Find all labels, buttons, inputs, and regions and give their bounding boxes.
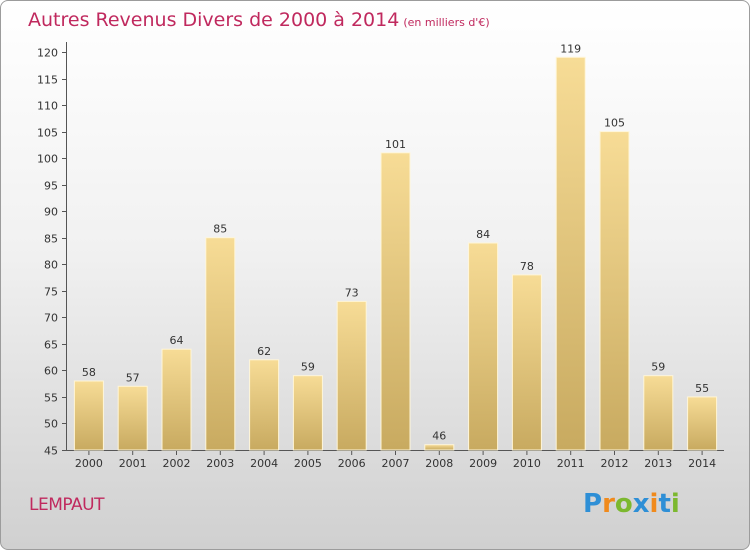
chart-title: Autres Revenus Divers de 2000 à 2014 (en …: [28, 9, 490, 31]
bar-value-label: 78: [520, 260, 534, 273]
bar-value-label: 105: [604, 117, 625, 130]
y-tick-label: 45: [44, 445, 58, 458]
bar: [555, 56, 586, 451]
bar: [687, 396, 718, 451]
bar: [292, 375, 323, 451]
bar-value-label: 59: [301, 361, 315, 374]
y-tick-label: 120: [37, 47, 58, 60]
bar-value-label: 85: [213, 223, 227, 236]
bar-value-label: 55: [695, 382, 709, 395]
logo-letter: x: [632, 489, 650, 519]
x-tick-label: 2002: [163, 457, 191, 470]
x-tick-label: 2014: [688, 457, 716, 470]
logo-letter: i: [649, 489, 659, 519]
bar-value-label: 57: [126, 371, 140, 384]
bar: [117, 385, 148, 451]
bar: [643, 375, 674, 451]
y-tick-label: 55: [44, 392, 58, 405]
logo-letter: i: [670, 489, 680, 519]
bar-value-label: 84: [476, 228, 490, 241]
x-tick-label: 2007: [382, 457, 410, 470]
x-tick-label: 2008: [425, 457, 453, 470]
chart-title-unit: (en milliers d'€): [403, 16, 490, 29]
bar: [380, 152, 411, 451]
x-tick-label: 2006: [338, 457, 366, 470]
x-tick-label: 2010: [513, 457, 541, 470]
chart-title-main: Autres Revenus Divers de 2000 à 2014: [28, 9, 400, 31]
bar-value-label: 119: [560, 42, 581, 55]
bar: [511, 274, 542, 451]
bar-value-label: 58: [82, 366, 96, 379]
bar-value-label: 46: [432, 430, 446, 443]
logo-letter: P: [583, 489, 603, 519]
y-tick-label: 100: [37, 153, 58, 166]
bar: [468, 242, 499, 451]
y-tick-label: 110: [37, 100, 58, 113]
y-tick-label: 50: [44, 418, 58, 431]
bar-value-label: 73: [345, 286, 359, 299]
bar: [336, 300, 367, 451]
y-tick-label: 75: [44, 286, 58, 299]
bar: [249, 359, 280, 451]
commune-name: LEMPAUT: [29, 495, 105, 515]
x-tick-label: 2011: [557, 457, 585, 470]
y-tick-label: 65: [44, 339, 58, 352]
bar-value-label: 62: [257, 345, 271, 358]
x-tick-label: 2000: [75, 457, 103, 470]
bar: [599, 131, 630, 451]
x-tick-label: 2005: [294, 457, 322, 470]
bar-value-label: 101: [385, 138, 406, 151]
logo-letter: o: [614, 489, 633, 519]
x-tick-label: 2013: [644, 457, 672, 470]
y-tick-label: 60: [44, 365, 58, 378]
bar: [424, 444, 455, 451]
y-tick-label: 115: [37, 74, 58, 87]
bar: [205, 237, 236, 451]
logo-letter: r: [602, 489, 615, 519]
x-tick-label: 2009: [469, 457, 497, 470]
y-tick-label: 85: [44, 233, 58, 246]
logo-letter: t: [658, 489, 671, 519]
proxiti-logo: Proxiti: [583, 489, 680, 519]
bar: [161, 348, 192, 451]
bar: [73, 380, 104, 451]
y-tick-label: 80: [44, 259, 58, 272]
bar-value-label: 59: [651, 361, 665, 374]
x-tick-label: 2001: [119, 457, 147, 470]
x-tick-label: 2012: [601, 457, 629, 470]
y-tick-label: 70: [44, 312, 58, 325]
bar-chart: 45 50 55 60 65 70 75 80 85 90 95 100 105 110 115 120 58 2…: [37, 42, 724, 470]
y-tick-label: 95: [44, 180, 58, 193]
y-tick-label: 90: [44, 206, 58, 219]
x-tick-label: 2004: [250, 457, 278, 470]
x-tick-label: 2003: [206, 457, 234, 470]
bar-value-label: 64: [170, 334, 184, 347]
y-tick-label: 105: [37, 127, 58, 140]
